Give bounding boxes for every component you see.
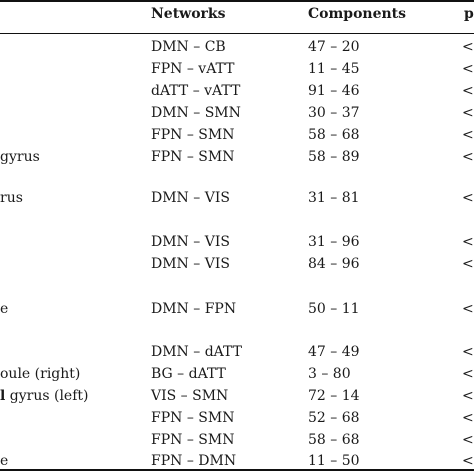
components-cell: 58 – 68: [308, 432, 360, 448]
components-cell: 47 – 49: [308, 344, 360, 360]
p-cell: <: [462, 366, 474, 382]
table-row: FPN – SMN 52 – 68 <: [0, 408, 474, 428]
components-cell: 84 – 96: [308, 256, 360, 272]
table-row: DMN – CB 47 – 20 <: [0, 37, 474, 57]
table-row: DMN – dATT 47 – 49 <: [0, 342, 474, 362]
top-rule: [0, 0, 474, 2]
region-cell: gyrus: [0, 149, 40, 165]
table-row: DMN – SMN 30 – 37 <: [0, 103, 474, 123]
region-cell: e: [0, 453, 9, 469]
networks-cell: VIS – SMN: [151, 388, 229, 404]
p-cell: <: [462, 190, 474, 206]
networks-cell: FPN – SMN: [151, 149, 235, 165]
networks-cell: FPN – vATT: [151, 61, 235, 77]
p-cell: <: [462, 105, 474, 121]
components-cell: 47 – 20: [308, 39, 360, 55]
networks-cell: FPN – SMN: [151, 127, 235, 143]
p-cell: <: [462, 453, 474, 469]
table-row: dATT – vATT 91 – 46 <: [0, 81, 474, 101]
networks-cell: DMN – FPN: [151, 301, 237, 317]
p-cell: <: [462, 127, 474, 143]
table-row: FPN – vATT 11 – 45 <: [0, 59, 474, 79]
networks-cell: DMN – VIS: [151, 234, 230, 250]
table-row: e DMN – FPN 50 – 11 <: [0, 299, 474, 319]
header-networks: Networks: [151, 6, 226, 22]
bottom-rule: [0, 469, 474, 471]
table-row: DMN – VIS 31 – 96 <: [0, 232, 474, 252]
region-cell: l gyrus (left): [0, 388, 89, 404]
region-cell: oule (right): [0, 366, 81, 382]
p-cell: <: [462, 149, 474, 165]
components-cell: 58 – 68: [308, 127, 360, 143]
p-cell: <: [462, 301, 474, 317]
header-rule: [0, 33, 474, 34]
table-row: FPN – SMN 58 – 68 <: [0, 125, 474, 145]
region-cell: rus: [0, 190, 23, 206]
networks-cell: dATT – vATT: [151, 83, 241, 99]
table-row: oule (right) BG – dATT 3 – 80 <: [0, 364, 474, 384]
networks-cell: BG – dATT: [151, 366, 226, 382]
components-cell: 31 – 96: [308, 234, 360, 250]
table-row: l gyrus (left) VIS – SMN 72 – 14 <: [0, 386, 474, 406]
networks-cell: FPN – DMN: [151, 453, 237, 469]
components-cell: 11 – 50: [308, 453, 360, 469]
header-components: Components: [308, 6, 407, 22]
p-cell: <: [462, 344, 474, 360]
components-cell: 31 – 81: [308, 190, 360, 206]
p-cell: <: [462, 234, 474, 250]
region-cell: e: [0, 301, 9, 317]
table-row: rus DMN – VIS 31 – 81 <: [0, 188, 474, 208]
p-cell: <: [462, 39, 474, 55]
networks-cell: DMN – SMN: [151, 105, 241, 121]
networks-cell: DMN – VIS: [151, 190, 230, 206]
table-row: DMN – VIS 84 – 96 <: [0, 254, 474, 274]
components-cell: 52 – 68: [308, 410, 360, 426]
p-cell: <: [462, 256, 474, 272]
components-cell: 30 – 37: [308, 105, 360, 121]
p-cell: <: [462, 432, 474, 448]
components-cell: 91 – 46: [308, 83, 360, 99]
p-cell: <: [462, 388, 474, 404]
header-p: p: [464, 6, 474, 22]
table-row: gyrus FPN – SMN 58 – 89 <: [0, 147, 474, 167]
p-cell: <: [462, 83, 474, 99]
table-row: e FPN – DMN 11 – 50 <: [0, 451, 474, 471]
components-cell: 72 – 14: [308, 388, 360, 404]
components-cell: 11 – 45: [308, 61, 360, 77]
networks-cell: DMN – dATT: [151, 344, 242, 360]
networks-cell: FPN – SMN: [151, 410, 235, 426]
table-row: FPN – SMN 58 – 68 <: [0, 430, 474, 450]
networks-cell: DMN – CB: [151, 39, 226, 55]
networks-cell: DMN – VIS: [151, 256, 230, 272]
components-cell: 50 – 11: [308, 301, 360, 317]
p-cell: <: [462, 410, 474, 426]
networks-cell: FPN – SMN: [151, 432, 235, 448]
components-cell: 3 – 80: [308, 366, 351, 382]
components-cell: 58 – 89: [308, 149, 360, 165]
p-cell: <: [462, 61, 474, 77]
